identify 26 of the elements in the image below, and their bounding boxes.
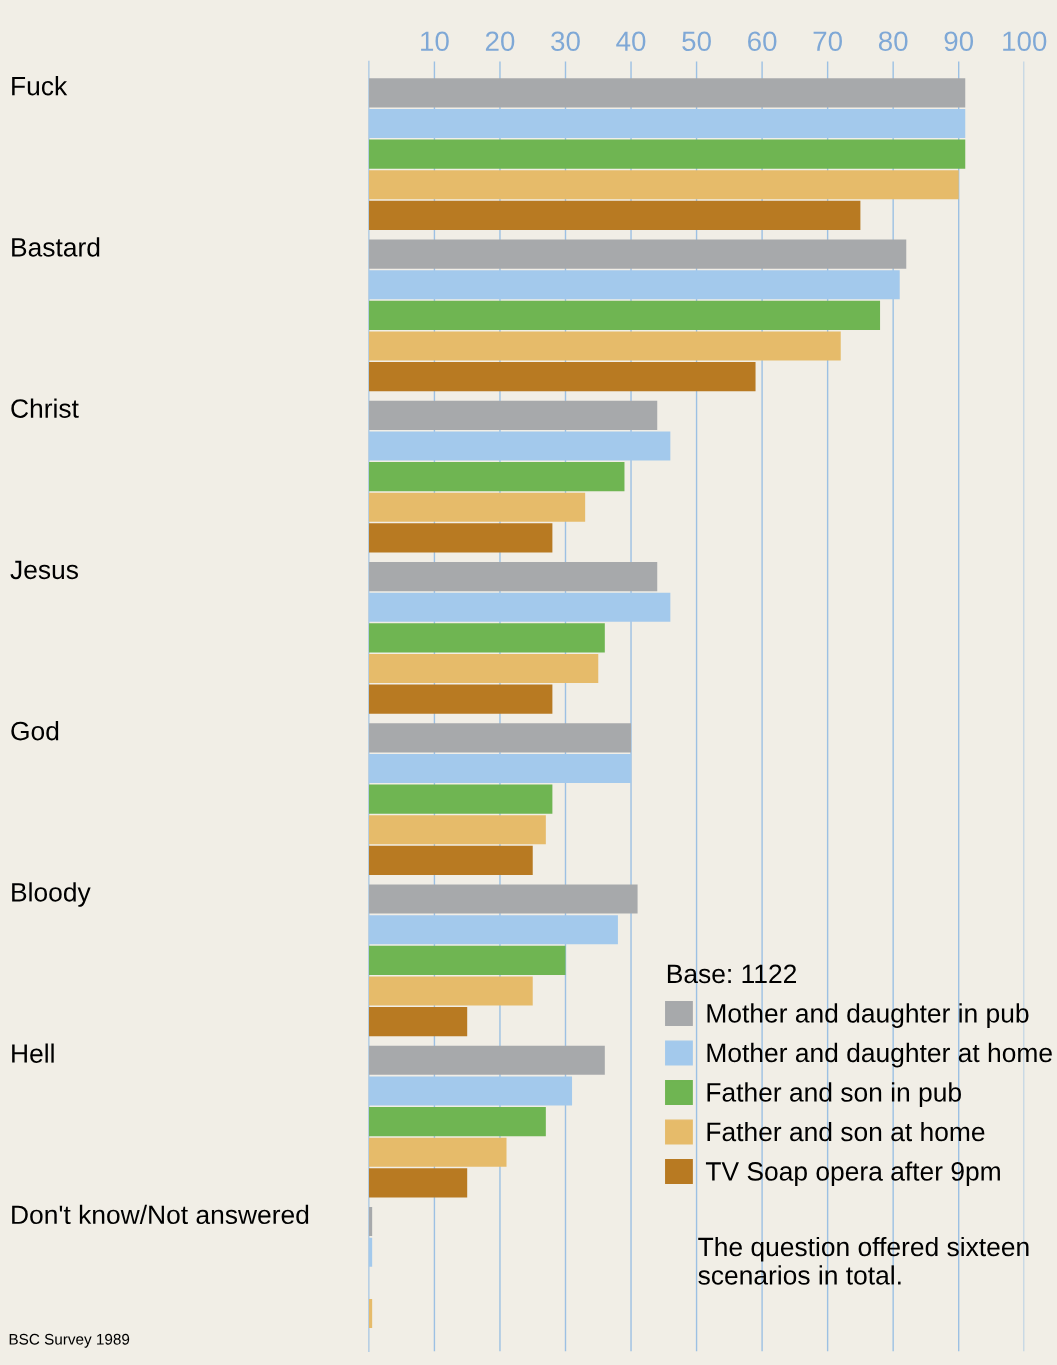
legend-label: Father and son at home — [707, 1121, 985, 1142]
y-tick-label: Jesus — [10, 560, 78, 580]
legend-title: Base: 1122 — [667, 964, 797, 984]
x-tick-label: 70 — [813, 31, 842, 52]
y-tick-label: Don't know/Not answered — [12, 1204, 309, 1225]
annotation: The question offered sixteen scenarios in total. — [698, 1236, 1029, 1285]
legend-label: Mother and daughter at home — [707, 1042, 1052, 1068]
y-tick-label: Fuck — [12, 76, 68, 96]
text: BSC Survey 1989 — [9, 1333, 130, 1348]
y-tick-label: Bloody — [12, 882, 91, 907]
x-tick-label: 80 — [878, 31, 908, 52]
x-tick-label: 50 — [682, 31, 711, 52]
x-tick-label: 100 — [1003, 31, 1047, 52]
legend-label: Mother and daughter in pub — [707, 1003, 1029, 1028]
y-tick-label: Hell — [12, 1043, 54, 1063]
legend-label: Father and son in pub — [707, 1082, 961, 1107]
y-tick-label: God — [11, 721, 59, 741]
y-tick-label: Bastard — [12, 237, 100, 257]
x-tick-label: 30 — [551, 31, 580, 52]
legend-label: TV Soap opera after 9pm — [705, 1161, 1000, 1186]
x-tick-label: 60 — [748, 31, 777, 52]
y-tick-label: Christ — [11, 398, 79, 418]
x-tick-label: 20 — [485, 31, 515, 52]
x-tick-label: 90 — [944, 31, 974, 52]
x-tick-label: 40 — [616, 31, 646, 52]
x-tick-label: 10 — [421, 31, 449, 52]
